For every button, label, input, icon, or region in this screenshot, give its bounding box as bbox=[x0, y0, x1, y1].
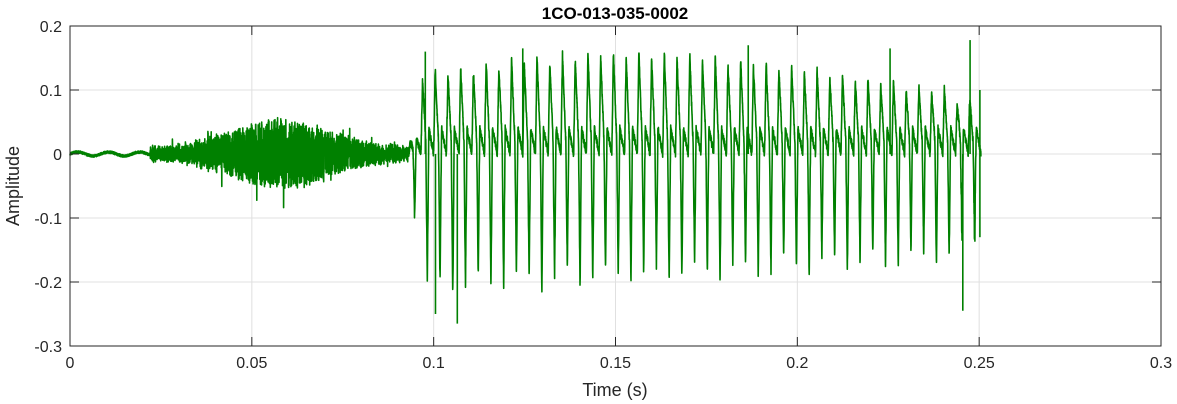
y-tick-label: 0 bbox=[53, 147, 62, 164]
x-tick-label: 0.2 bbox=[786, 355, 808, 372]
tick-marks bbox=[69, 25, 1162, 347]
x-tick-label: 0.05 bbox=[236, 355, 267, 372]
x-tick-label: 0.3 bbox=[1150, 355, 1172, 372]
x-tick-labels: 0 0.05 0.1 0.15 0.2 0.25 0.3 bbox=[66, 355, 1173, 372]
y-tick-label: -0.3 bbox=[34, 339, 62, 356]
y-tick-labels: 0.2 0.1 0 -0.1 -0.2 -0.3 bbox=[34, 19, 62, 356]
x-tick-label: 0 bbox=[66, 355, 75, 372]
x-axis-label: Time (s) bbox=[582, 380, 647, 400]
y-axis-label: Amplitude bbox=[3, 146, 23, 226]
series-line bbox=[69, 50, 982, 293]
x-tick-label: 0.1 bbox=[423, 355, 445, 372]
y-tick-label: -0.2 bbox=[34, 275, 62, 292]
x-tick-label: 0.15 bbox=[600, 355, 631, 372]
x-tick-label: 0.25 bbox=[964, 355, 995, 372]
y-tick-label: -0.1 bbox=[34, 211, 62, 228]
series-layer bbox=[69, 40, 982, 324]
chart-title: 1CO-013-035-0002 bbox=[542, 4, 688, 23]
y-tick-label: 0.1 bbox=[40, 83, 62, 100]
y-tick-label: 0.2 bbox=[40, 19, 62, 36]
